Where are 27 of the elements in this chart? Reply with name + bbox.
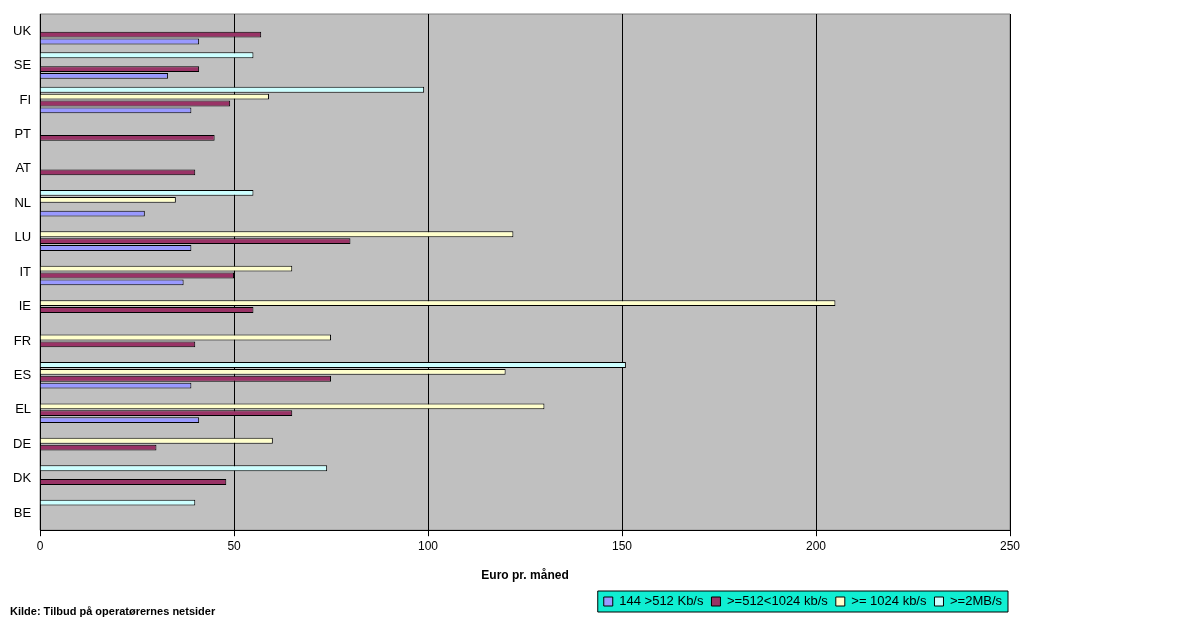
x-tick-label: 200 [806, 538, 827, 553]
text: Kilde: Tilbud på operatørernes netsider [10, 605, 216, 617]
y-tick-label: DE [13, 435, 32, 451]
y-tick-label: AT [15, 160, 32, 176]
y-tick-label: FR [13, 332, 32, 348]
y-tick-label: SE [13, 57, 32, 73]
y-tick-label: IE [18, 298, 32, 314]
legend-label: >=2MB/s [949, 593, 1003, 609]
y-tick-label: ES [13, 366, 32, 382]
x-tick-label: 50 [227, 538, 242, 553]
y-tick-label: EL [15, 401, 32, 417]
legend-label: 144 >512 Kb/s [619, 593, 704, 609]
x-tick-label: 0 [36, 538, 44, 553]
x-tick-label: 150 [612, 538, 633, 553]
y-tick-label: BE [13, 504, 32, 520]
y-tick-label: LU [14, 229, 32, 245]
legend-label: >= 1024 kb/s [851, 593, 927, 609]
x-tick-label: 250 [999, 538, 1021, 553]
legend-label: >=512<1024 kb/s [726, 593, 829, 609]
y-tick-label: DK [13, 470, 32, 486]
y-tick-label: PT [14, 126, 32, 142]
x-tick-label: 100 [418, 538, 439, 553]
y-tick-label: IT [19, 263, 32, 279]
x-axis-title: Euro pr. måned [481, 568, 569, 583]
y-tick-label: UK [13, 22, 32, 38]
y-tick-label: NL [14, 194, 32, 210]
y-tick-label: FI [19, 91, 32, 107]
